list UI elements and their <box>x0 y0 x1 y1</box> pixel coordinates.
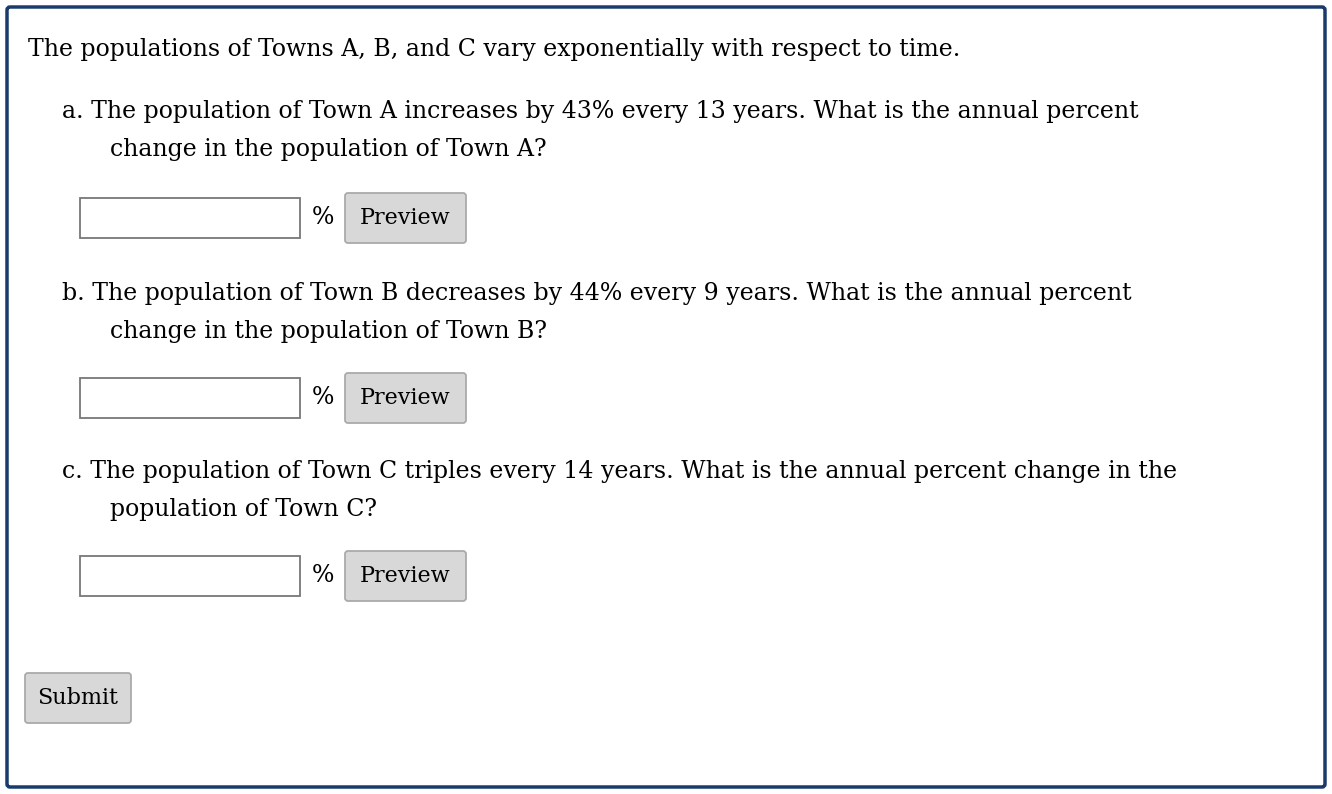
Text: b. The population of Town B decreases by 44% every 9 years. What is the annual p: b. The population of Town B decreases by… <box>63 282 1132 305</box>
Text: Submit: Submit <box>37 687 119 709</box>
Text: The populations of Towns A, B, and C vary exponentially with respect to time.: The populations of Towns A, B, and C var… <box>28 38 960 61</box>
Text: Preview: Preview <box>360 207 450 229</box>
Text: population of Town C?: population of Town C? <box>80 498 377 521</box>
FancyBboxPatch shape <box>7 7 1325 787</box>
Text: change in the population of Town A?: change in the population of Town A? <box>80 138 546 161</box>
Text: %: % <box>312 565 334 588</box>
FancyBboxPatch shape <box>80 556 300 596</box>
Text: c. The population of Town C triples every 14 years. What is the annual percent c: c. The population of Town C triples ever… <box>63 460 1177 483</box>
FancyBboxPatch shape <box>345 551 466 601</box>
FancyBboxPatch shape <box>25 673 131 723</box>
FancyBboxPatch shape <box>80 378 300 418</box>
Text: %: % <box>312 387 334 410</box>
FancyBboxPatch shape <box>345 193 466 243</box>
FancyBboxPatch shape <box>80 198 300 238</box>
Text: change in the population of Town B?: change in the population of Town B? <box>80 320 547 343</box>
Text: a. The population of Town A increases by 43% every 13 years. What is the annual : a. The population of Town A increases by… <box>63 100 1139 123</box>
Text: Preview: Preview <box>360 387 450 409</box>
FancyBboxPatch shape <box>345 373 466 423</box>
Text: Preview: Preview <box>360 565 450 587</box>
Text: %: % <box>312 206 334 229</box>
